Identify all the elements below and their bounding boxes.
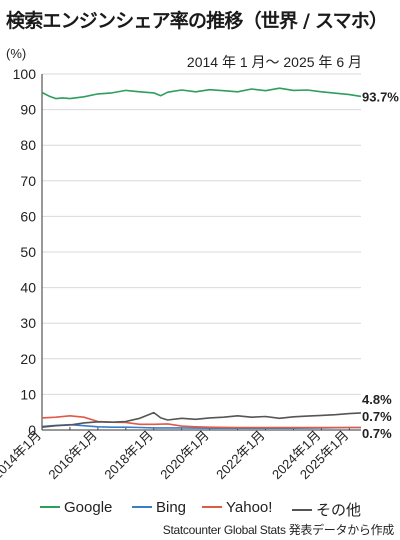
series-layer <box>41 87 362 429</box>
series-line-その他 <box>41 411 362 428</box>
x-tick-labels: 2014年1月 2016年1月 2018年1月 2020年1月 2022年1月 2024年… <box>0 428 351 483</box>
x-tick-label: 2016年1月 <box>45 428 100 483</box>
legend-label: その他 <box>316 502 362 519</box>
end-label-Google: 93.7% <box>362 89 399 104</box>
legend-item-その他: その他 <box>292 499 361 520</box>
legend-swatch <box>202 506 222 509</box>
y-tick-label: 30 <box>20 315 36 331</box>
end-label-Yahoo!: 0.7% <box>362 426 392 441</box>
series-line-Google <box>41 87 362 100</box>
legend-swatch <box>40 506 60 509</box>
y-tick-label: 100 <box>13 66 37 82</box>
y-axis-unit-label: (%) <box>6 46 26 61</box>
y-tick-label: 80 <box>20 137 36 153</box>
end-labels: 93.7% 4.8% 0.7% 0.7% <box>362 89 399 441</box>
y-tick-label: 40 <box>20 280 36 296</box>
chart-svg: (%) 2014 年 1 月〜 2025 年 6 月 0 10 20 30 40 50 60… <box>0 46 399 483</box>
y-tick-label: 20 <box>20 351 36 367</box>
legend-item-Yahoo!: Yahoo! <box>202 499 272 516</box>
x-tick-label: 2014年1月 <box>0 428 44 483</box>
legend-item-Bing: Bing <box>132 499 186 516</box>
legend: Google Bing Yahoo! その他 <box>40 499 400 519</box>
y-tick-label: 10 <box>20 386 36 402</box>
legend-label: Yahoo! <box>226 499 273 516</box>
y-tick-label: 90 <box>20 102 36 118</box>
legend-swatch <box>292 509 312 512</box>
end-label-その他: 4.8% <box>362 392 392 407</box>
y-tick-label: 50 <box>20 244 36 260</box>
y-tick-label: 60 <box>20 208 36 224</box>
x-tick-label: 2018年1月 <box>101 428 156 483</box>
legend-item-Google: Google <box>40 499 112 516</box>
legend-label: Bing <box>156 499 187 516</box>
y-tick-labels: 0 10 20 30 40 50 60 70 80 90 100 <box>13 66 37 438</box>
legend-label: Google <box>64 499 113 516</box>
end-label-Bing: 0.7% <box>362 409 392 424</box>
source-note: Statcounter Global Stats 発表データから作成 <box>162 523 395 537</box>
x-tick-label: 2020年1月 <box>157 428 212 483</box>
y-tick-label: 70 <box>20 173 36 189</box>
y-tick-label: 0 <box>28 422 36 438</box>
period-label: 2014 年 1 月〜 2025 年 6 月 <box>187 54 362 70</box>
grid-layer <box>41 73 361 431</box>
chart-title: 検索エンジンシェア率の推移（世界 / スマホ） <box>6 10 388 32</box>
legend-swatch <box>132 506 152 509</box>
series-line-Yahoo! <box>41 415 361 429</box>
x-tick-label: 2022年1月 <box>213 428 268 483</box>
